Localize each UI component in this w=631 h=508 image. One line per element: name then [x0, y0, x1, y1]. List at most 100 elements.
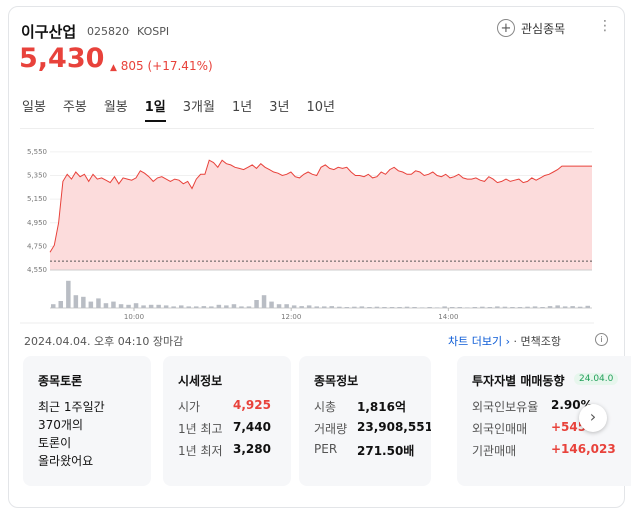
volume-bar — [118, 304, 124, 308]
price-line — [49, 159, 592, 253]
investor-trend-title: 투자자별 매매동향 — [472, 374, 565, 388]
volume-bar — [58, 301, 63, 308]
volume-bar — [103, 303, 109, 308]
stock-name[interactable]: 이구산업 — [21, 23, 77, 41]
y-tick-label: 5,150 — [27, 195, 47, 203]
info-icon[interactable]: i — [595, 333, 608, 346]
volume-bar — [261, 295, 267, 308]
market-info-title: 시세정보 — [178, 374, 223, 388]
volume-bar — [457, 307, 462, 308]
volume-bar — [382, 307, 387, 308]
volume-bar — [186, 306, 191, 308]
volume-bar — [562, 306, 568, 308]
market-cap-value: 1,816억 — [357, 400, 406, 414]
volume-bar — [156, 304, 161, 308]
volume-bar — [555, 305, 560, 308]
volume-bar — [487, 307, 493, 308]
plus-icon: + — [497, 19, 515, 37]
next-arrow-button[interactable]: › — [579, 404, 607, 432]
volume-bar — [352, 306, 357, 308]
stock-info-panel[interactable]: 종목정보 시총 1,816억 거래량 23,908,551 PER 271.50… — [299, 356, 431, 486]
x-tick-label: 12:00 — [281, 313, 301, 321]
up-arrow-icon: ▲ — [110, 63, 117, 73]
volume-bar — [51, 304, 56, 308]
discussion-text: 최근 1주일간 370개의 토론이 올라왔어요 — [38, 400, 105, 468]
date-badge: 24.04.0 — [574, 373, 619, 385]
price-area — [50, 160, 592, 270]
tab-weekly[interactable]: 주봉 — [62, 100, 87, 115]
foreign-ratio-label: 외국인보유율 — [472, 400, 539, 414]
volume-bar — [291, 305, 297, 308]
volume-bar — [163, 305, 169, 308]
year-high-label: 1년 최고 — [178, 422, 223, 436]
disclaimer-link[interactable]: 면책조항 — [520, 335, 561, 348]
year-low-label: 1년 최저 — [178, 444, 223, 458]
volume-bar — [269, 301, 274, 308]
current-price: 5,430 — [19, 43, 105, 74]
volume-bar — [389, 307, 395, 308]
tab-1year[interactable]: 1년 — [231, 100, 253, 115]
institution-trade-label: 기관매매 — [472, 444, 517, 458]
volume-bar — [577, 306, 583, 308]
volume-bar — [419, 307, 425, 308]
volume-bar — [472, 307, 478, 308]
per-value: 271.50배 — [357, 444, 415, 458]
separator-dot: · — [513, 335, 518, 348]
more-options-icon[interactable]: ⋮ — [598, 18, 612, 34]
volume-bar — [231, 304, 237, 308]
tab-3year[interactable]: 3년 — [269, 100, 290, 115]
volume-bar — [194, 306, 199, 308]
tab-10year[interactable]: 10년 — [306, 100, 335, 115]
foreign-trade-label: 외국인매매 — [472, 422, 528, 436]
volume-bar — [209, 306, 214, 308]
tab-daily[interactable]: 일봉 — [22, 100, 46, 115]
volume-bar — [141, 305, 146, 308]
discussion-panel[interactable]: 종목토론 최근 1주일간 370개의 토론이 올라왔어요 — [23, 356, 151, 486]
y-tick-label: 4,550 — [27, 266, 47, 274]
volume-bar — [502, 306, 508, 308]
chevron-right-icon: › — [505, 335, 511, 348]
volume-bar — [216, 304, 222, 308]
tab-3month[interactable]: 3개월 — [182, 100, 215, 115]
volume-bar — [299, 306, 304, 308]
intraday-chart[interactable]: 4,550 4,750 4,950 5,150 5,350 5,550 10:00 12:00… — [0, 0, 631, 330]
chart-links: 차트 더보기 › · 면책조항 — [448, 333, 561, 349]
volume-bar — [570, 306, 575, 308]
chart-timestamp: 2024.04.04. 오후 04:10 장마감 — [24, 335, 184, 348]
volume-value: 23,908,551 — [357, 420, 431, 434]
volume-bar — [525, 306, 530, 308]
volume-bar — [171, 306, 176, 308]
volume-bar — [179, 305, 184, 308]
volume-bar — [111, 301, 116, 308]
volume-bar — [427, 307, 432, 308]
market-label: KOSPI — [137, 25, 170, 38]
volume-bar — [73, 295, 79, 308]
volume-bar — [344, 307, 350, 308]
chart-more-link[interactable]: 차트 더보기 › — [448, 335, 511, 348]
discussion-title: 종목토론 — [38, 374, 83, 388]
volume-bar — [517, 307, 523, 308]
volume-bar — [495, 306, 500, 308]
volume-bar — [465, 307, 470, 308]
volume-bar — [201, 306, 207, 308]
tab-1day[interactable]: 1일 — [144, 96, 166, 122]
favorite-label: 관심종목 — [521, 21, 566, 36]
volume-bar — [276, 304, 282, 308]
volume-bar — [434, 307, 440, 308]
open-label: 시가 — [178, 400, 201, 414]
per-label: PER — [314, 442, 338, 456]
add-favorite-button[interactable]: + 관심종목 — [497, 19, 565, 37]
volume-bar — [133, 303, 139, 308]
tab-monthly[interactable]: 월봉 — [103, 100, 128, 115]
price-change: ▲ 805 (+17.41%) — [110, 59, 213, 73]
volume-bar — [404, 306, 410, 308]
y-tick-label: 4,750 — [27, 242, 47, 250]
y-tick-label: 5,550 — [27, 148, 47, 156]
volume-bar — [547, 306, 553, 308]
volume-bar — [412, 307, 417, 308]
stock-info-title: 종목정보 — [314, 374, 359, 388]
market-info-panel[interactable]: 시세정보 시가 4,925 1년 최고 7,440 1년 최저 3,280 — [163, 356, 291, 486]
year-high-value: 7,440 — [233, 420, 271, 434]
volume-bar — [88, 301, 94, 308]
volume-bar — [540, 307, 545, 308]
